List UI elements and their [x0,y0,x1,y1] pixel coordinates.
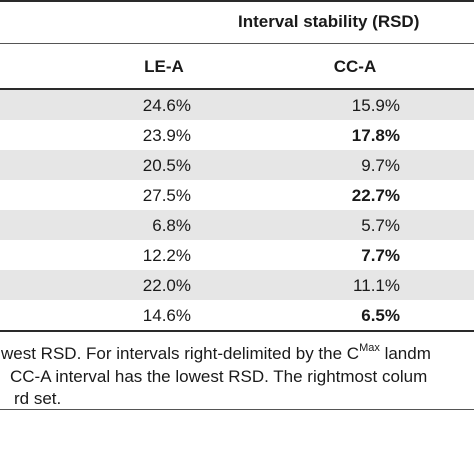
footnote-text: west RSD. For intervals right-delimited … [1,344,360,363]
table-top-rule [0,0,474,2]
footnote-line-3: rd set. [14,389,62,408]
cell-cc-a: 22.7% [351,186,400,205]
table-row: 14.6% 6.5% [0,300,474,330]
cell-le-a: 6.8% [152,216,191,235]
table-row: 6.8% 5.7% [0,210,474,240]
column-group-title: Interval stability (RSD) [238,12,420,31]
table-row: 20.5% 9.7% [0,150,474,180]
footnote-text: landm [379,344,431,363]
cell-le-a: 23.9% [142,126,191,145]
cell-le-a: 24.6% [142,96,191,115]
cell-le-a: 12.2% [142,246,191,265]
table-row: 12.2% 7.7% [0,240,474,270]
footnote-line-2: CC-A interval has the lowest RSD. The ri… [10,367,428,386]
cell-le-a: 20.5% [142,156,191,175]
column-group-rule [0,43,474,44]
footnote-superscript: Max [359,342,380,354]
footnote-line-1: west RSD. For intervals right-delimited … [1,342,431,364]
cell-cc-a: 11.1% [353,276,400,295]
table-row: 24.6% 15.9% [0,90,474,120]
table-row: 27.5% 22.7% [0,180,474,210]
table-bottom-rule [0,330,474,332]
table-row: 22.0% 11.1% [0,270,474,300]
footnote-bottom-rule [0,409,474,410]
cell-cc-a: 17.8% [351,126,400,145]
cell-cc-a: 5.7% [361,216,400,235]
table-row: 23.9% 17.8% [0,120,474,150]
header-rule [0,88,474,90]
column-header-le-a: LE-A [144,57,184,76]
cell-le-a: 22.0% [142,276,191,295]
cell-cc-a: 15.9% [351,96,400,115]
cell-cc-a: 6.5% [361,306,400,325]
cell-cc-a: 7.7% [361,246,400,265]
cell-cc-a: 9.7% [361,156,400,175]
cell-le-a: 14.6% [142,306,191,325]
column-header-cc-a: CC-A [333,57,377,76]
cell-le-a: 27.5% [142,186,191,205]
